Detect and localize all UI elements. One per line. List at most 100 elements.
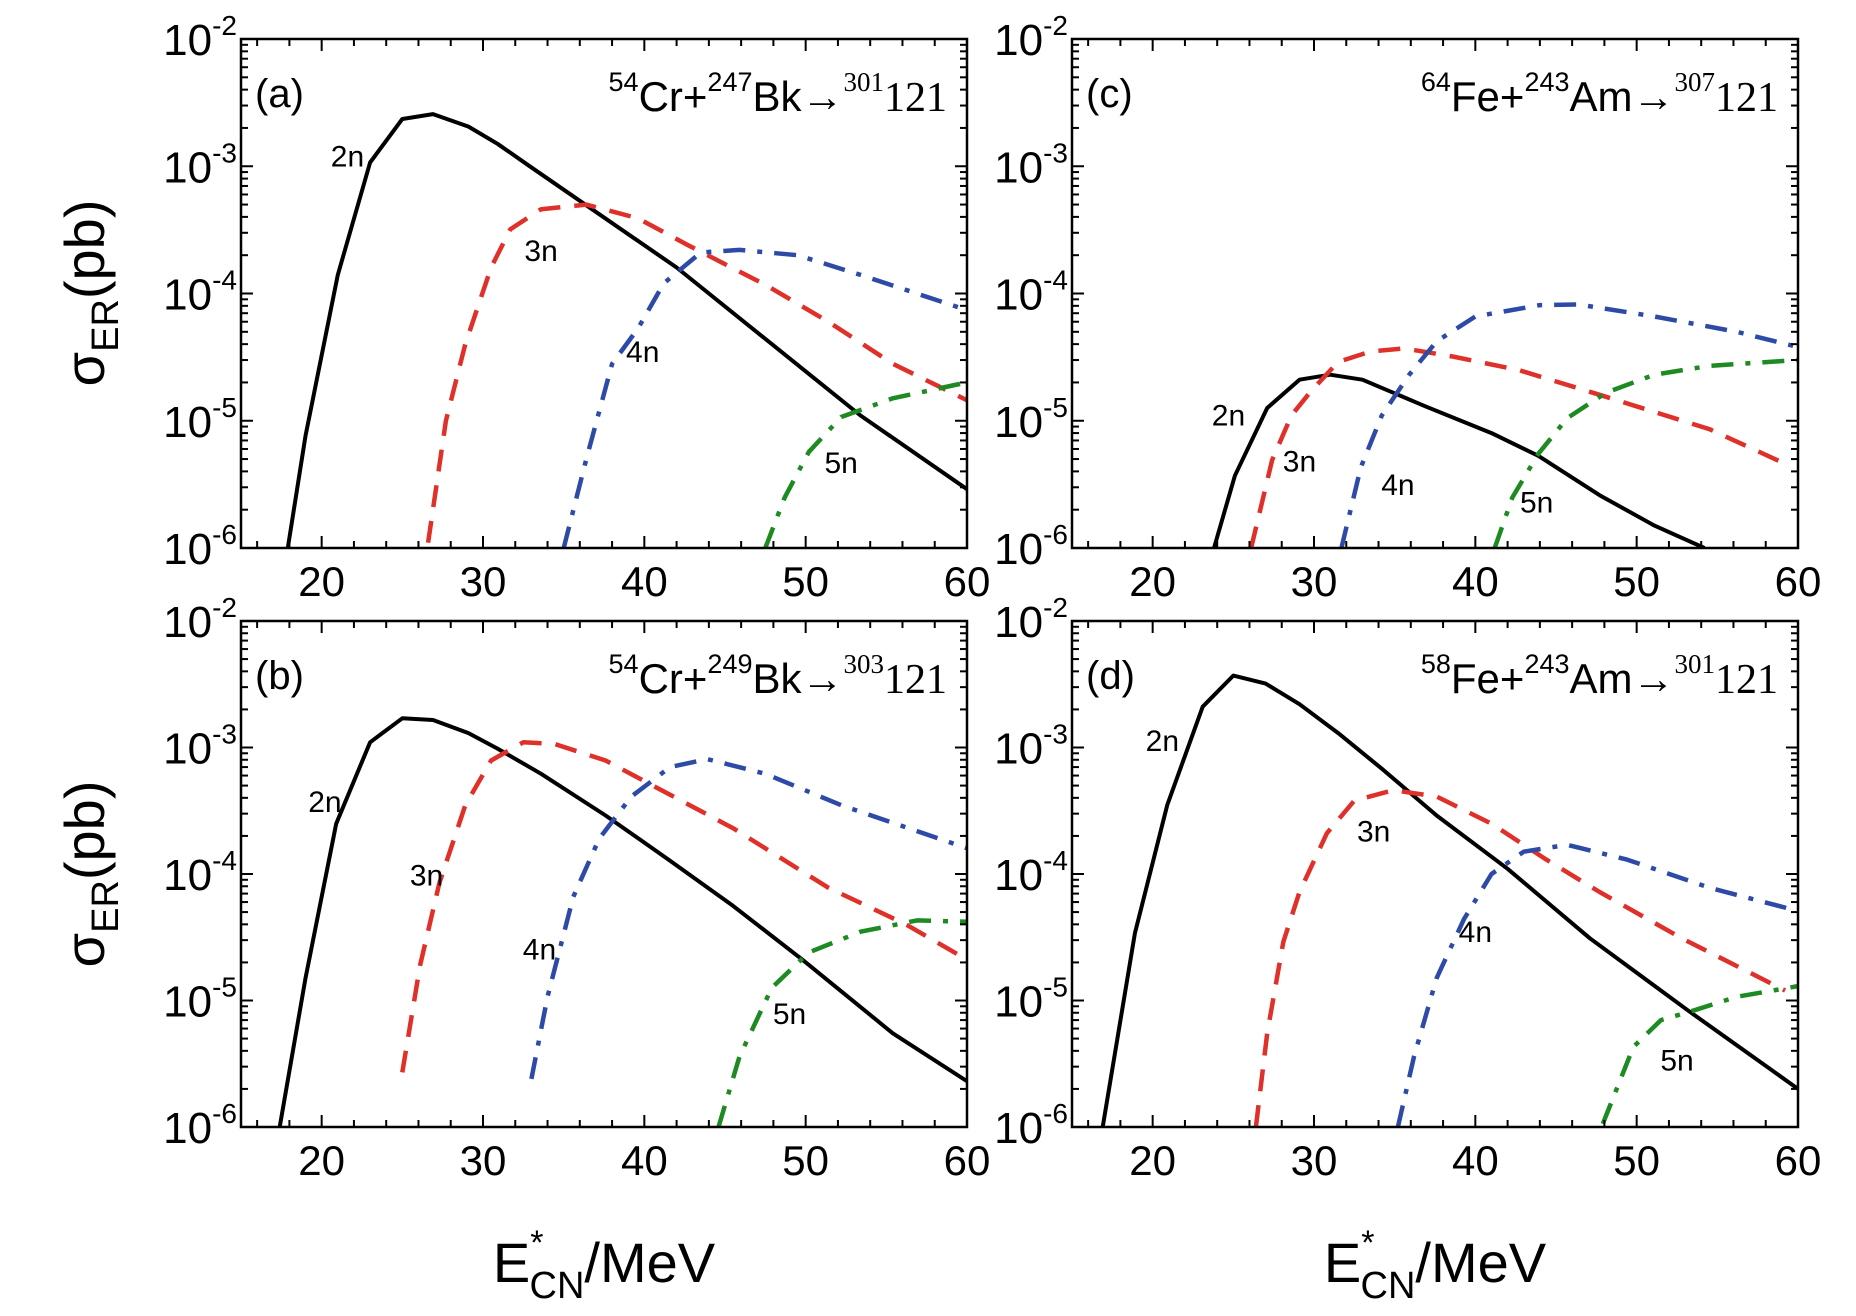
y-axis-label-top: σER(pb) [53, 200, 127, 387]
y-tick-label: 10-4 [994, 845, 1068, 900]
y-axis-label-bottom: σER(pb) [53, 781, 127, 968]
target: Am [1570, 73, 1633, 120]
reaction-label: 54Cr+247Bk→301121 [609, 67, 947, 121]
ticks [241, 621, 968, 1128]
compound-mass-number: 303 [844, 649, 885, 679]
ylabel-unit: (pb) [53, 781, 116, 881]
channel-label-5n: 5n [773, 998, 806, 1031]
compound-mass-number: 307 [1675, 67, 1716, 97]
arrow: → [1633, 75, 1675, 121]
x-tick-label: 60 [1775, 1137, 1822, 1184]
y-tick-base: 10 [163, 598, 212, 647]
series-line-5n [1600, 983, 1798, 1125]
y-tick-base: 10 [994, 978, 1043, 1027]
channel-label-5n: 5n [1520, 487, 1553, 520]
compound-nucleus: 121 [884, 75, 947, 121]
plot-frame [1070, 619, 1800, 1129]
xlabel-main: E [1324, 1231, 1361, 1294]
ylabel-main: σ [53, 352, 116, 387]
y-tick-exponent: -6 [1043, 519, 1068, 550]
ticks [1072, 39, 1799, 549]
y-tick-exponent: -5 [1043, 392, 1068, 423]
compound-nucleus: 121 [1715, 657, 1778, 703]
panel-label: (c) [1086, 72, 1133, 116]
channel-label-2n: 2n [1212, 399, 1245, 432]
y-tick-base: 10 [163, 1104, 212, 1153]
x-tick-label: 20 [298, 1137, 345, 1184]
y-tick-label: 10-6 [163, 519, 237, 574]
target-mass-number: 249 [707, 649, 752, 679]
y-tick-exponent: -3 [1043, 137, 1068, 168]
y-tick-base: 10 [163, 271, 212, 320]
series-line-5n [1492, 357, 1798, 548]
y-tick-label: 10-2 [994, 592, 1068, 647]
compound-mass-number: 301 [844, 67, 885, 97]
y-tick-base: 10 [994, 271, 1043, 320]
arrow: → [802, 657, 844, 703]
x-tick-label: 30 [1291, 1137, 1338, 1184]
projectile: Fe+ [1451, 73, 1525, 120]
y-tick-base: 10 [163, 978, 212, 1027]
y-tick-exponent: -2 [212, 592, 237, 623]
y-tick-label: 10-3 [163, 719, 237, 774]
y-tick-base: 10 [163, 16, 212, 65]
xlabel-unit: /MeV [1415, 1231, 1546, 1294]
y-tick-exponent: -4 [212, 265, 237, 296]
x-tick-label: 30 [460, 1137, 507, 1184]
ylabel-unit: (pb) [53, 200, 116, 300]
projectile: Cr+ [639, 73, 708, 120]
series-group [277, 716, 967, 1127]
channel-label-3n: 3n [410, 860, 443, 893]
channel-label-3n: 3n [1283, 445, 1316, 478]
ylabel-sub: ER [85, 880, 127, 933]
ylabel-main: σ [53, 933, 116, 968]
y-tick-label: 10-5 [163, 392, 237, 447]
x-axis-label-right: E* CN/MeV [1324, 1224, 1547, 1307]
x-tick-label: 40 [621, 558, 668, 605]
y-tick-exponent: -3 [212, 137, 237, 168]
target-mass-number: 243 [1524, 67, 1569, 97]
y-tick-base: 10 [994, 143, 1043, 192]
reaction-label: 58Fe+243Am→301121 [1421, 649, 1778, 703]
y-tick-label: 10-6 [994, 519, 1068, 574]
x-tick-label: 40 [1452, 558, 1499, 605]
y-tick-base: 10 [163, 398, 212, 447]
series-line-2n [285, 112, 967, 548]
projectile: Cr+ [639, 655, 708, 702]
series-line-2n [1212, 372, 1706, 548]
plot-frame [239, 619, 969, 1129]
reaction-label: 64Fe+243Am→307121 [1421, 67, 1778, 121]
y-tick-exponent: -5 [212, 972, 237, 1003]
compound-nucleus: 121 [884, 657, 947, 703]
channel-label-4n: 4n [523, 934, 556, 967]
channel-label-5n: 5n [824, 447, 857, 480]
x-tick-label: 60 [1775, 558, 1822, 605]
y-tick-exponent: -4 [1043, 265, 1068, 296]
x-tick-label: 50 [1613, 1137, 1660, 1184]
y-tick-base: 10 [994, 398, 1043, 447]
compound-mass-number: 301 [1675, 649, 1716, 679]
y-tick-base: 10 [994, 851, 1043, 900]
panel-label: (a) [255, 72, 304, 116]
series-group [285, 112, 967, 548]
y-tick-exponent: -2 [212, 10, 237, 41]
x-tick-label: 60 [944, 558, 991, 605]
channel-label-2n: 2n [308, 786, 341, 819]
y-tick-base: 10 [163, 525, 212, 574]
series-line-3n [1253, 787, 1787, 1127]
ylabel-sub: ER [85, 299, 127, 352]
y-tick-label: 10-2 [163, 10, 237, 65]
plot-frame [239, 37, 969, 550]
y-tick-exponent: -6 [212, 1098, 237, 1129]
xlabel-sup: * [530, 1224, 543, 1262]
panel-label: (b) [255, 654, 304, 698]
y-tick-label: 10-2 [994, 10, 1068, 65]
y-tick-exponent: -3 [1043, 719, 1068, 750]
y-tick-exponent: -6 [1043, 1098, 1068, 1129]
xlabel-main: E [493, 1231, 530, 1294]
y-tick-label: 10-3 [163, 137, 237, 192]
y-tick-exponent: -4 [1043, 845, 1068, 876]
